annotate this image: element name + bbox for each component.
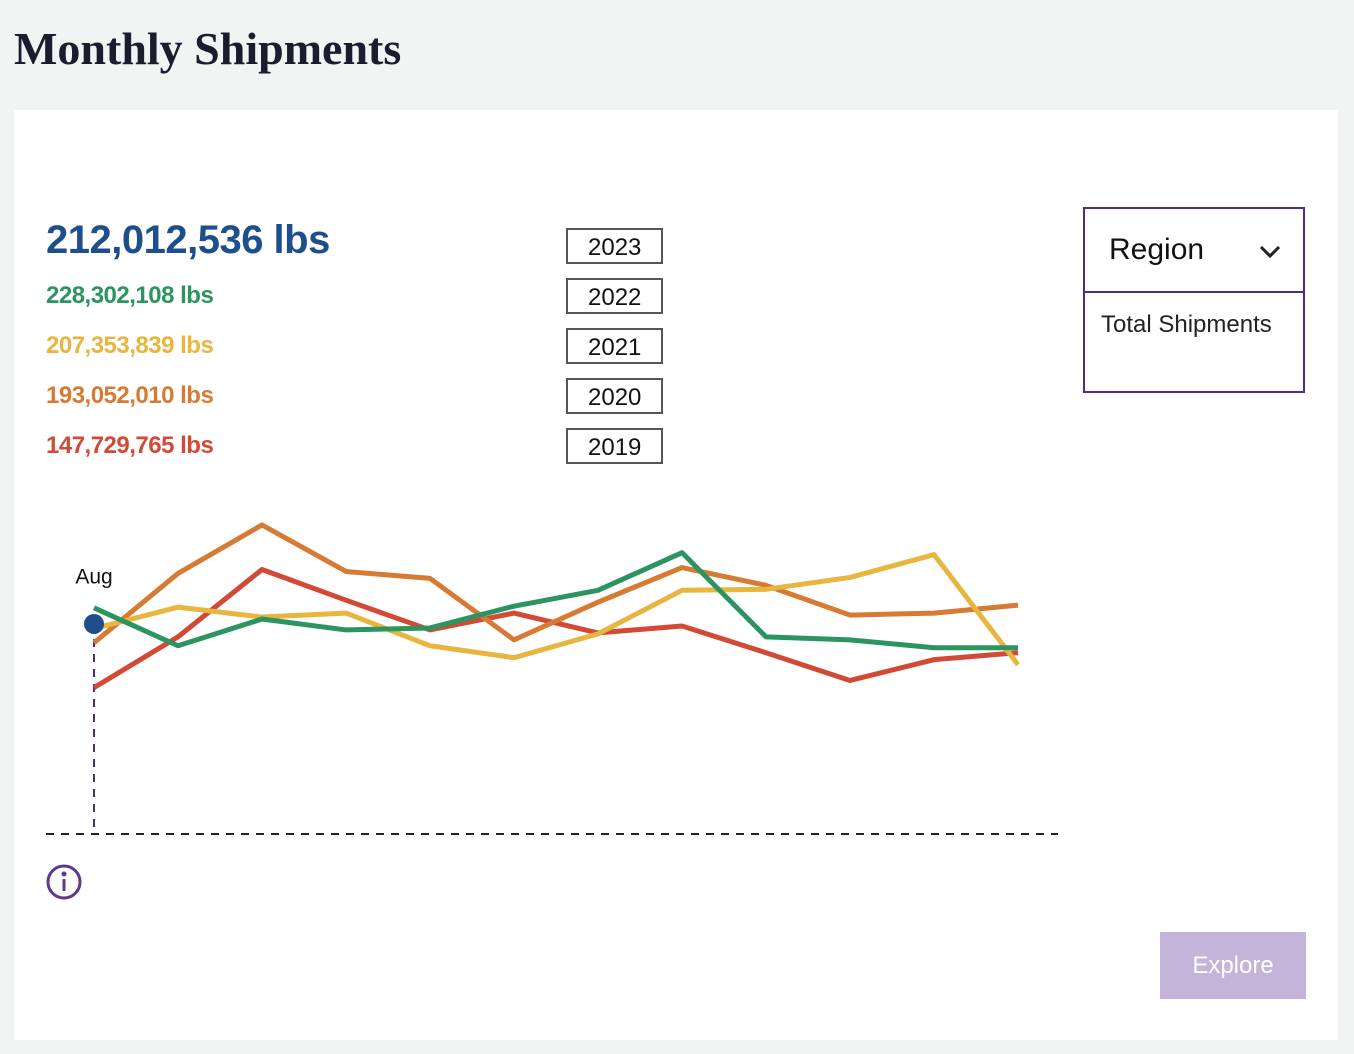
- value-readout: 207,353,839 lbs: [46, 332, 214, 359]
- year-button[interactable]: 2020: [566, 378, 664, 414]
- dropdown-option[interactable]: Total Shipments: [1101, 311, 1272, 338]
- year-button[interactable]: 2019: [566, 428, 664, 464]
- info-icon-dot: [61, 871, 67, 877]
- year-button[interactable]: 2022: [566, 278, 664, 314]
- value-readout: 147,729,765 lbs: [46, 432, 214, 459]
- year-button[interactable]: 2021: [566, 328, 664, 364]
- series-line: [92, 550, 1018, 651]
- page-title: Monthly Shipments: [14, 23, 402, 74]
- dropdown[interactable]: Region Total Shipments: [1083, 207, 1305, 393]
- explore-button[interactable]: Explore: [1160, 932, 1306, 999]
- series-line: [93, 552, 1020, 667]
- series-point: [84, 613, 104, 634]
- x-tick-label: Aug: [75, 566, 112, 589]
- value-readout: 193,052,010 lbs: [46, 382, 214, 409]
- series-line: [92, 522, 1019, 645]
- chevron: [1259, 245, 1281, 259]
- dropdown-label: Region: [1109, 233, 1205, 266]
- year-button[interactable]: 2023: [566, 228, 664, 264]
- info-icon[interactable]: [46, 864, 82, 900]
- value-readout: 212,012,536 lbs: [46, 218, 330, 262]
- value-readout: 228,302,108 lbs: [46, 282, 214, 309]
- dropdown-header[interactable]: Region: [1085, 209, 1303, 293]
